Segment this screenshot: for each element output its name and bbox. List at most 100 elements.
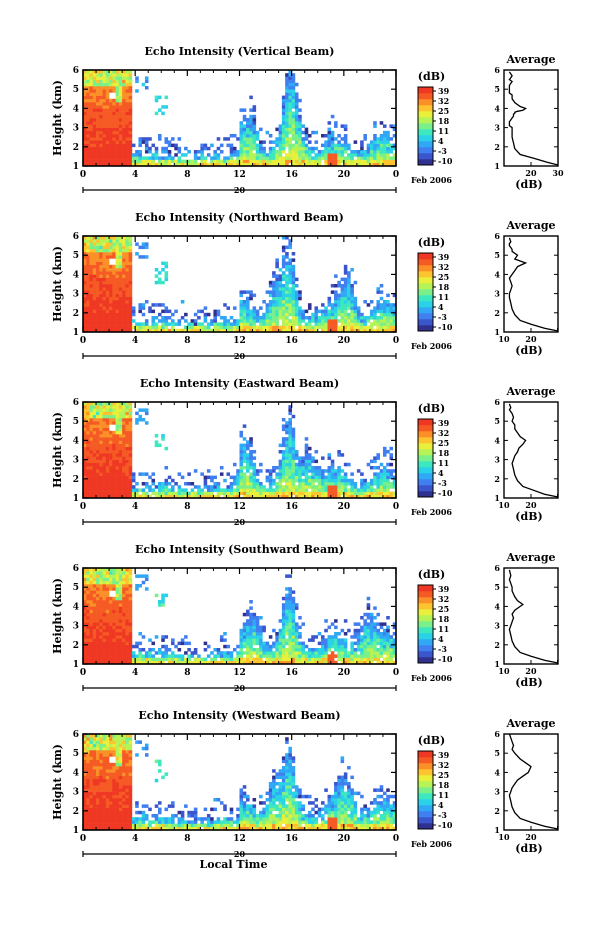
profile-x-axis-label: (dB) <box>515 510 542 523</box>
heatmap-cell <box>340 491 345 496</box>
heatmap-cell <box>246 648 250 652</box>
heatmap-cell <box>118 654 123 658</box>
heatmap-cell <box>102 312 107 317</box>
heatmap-cell <box>281 316 286 320</box>
heatmap-cell <box>298 494 302 499</box>
heatmap-cell <box>109 124 113 128</box>
heatmap-cell <box>92 418 97 422</box>
heatmap-cell <box>350 290 354 294</box>
heatmap-cell <box>278 140 283 144</box>
heatmap-cell <box>294 303 299 307</box>
heatmap-cell <box>379 485 384 489</box>
heatmap-cell <box>321 638 325 642</box>
heatmap-cell <box>112 459 116 464</box>
heatmap-cell <box>213 648 217 652</box>
heatmap-cell <box>157 491 162 496</box>
heatmap-cell <box>83 478 87 483</box>
heatmap-cell <box>102 258 107 262</box>
heatmap-cell <box>109 446 113 451</box>
heatmap-cell <box>288 434 292 438</box>
heatmap-cell <box>141 472 146 476</box>
heatmap-cell <box>246 296 250 301</box>
heatmap-cell <box>109 418 113 422</box>
heatmap-cell <box>115 424 120 428</box>
heatmap-cell <box>252 309 257 314</box>
heatmap-cell <box>128 472 133 476</box>
heatmap-cell <box>314 472 319 476</box>
heatmap-cell <box>232 134 237 138</box>
heatmap-cell <box>83 434 87 438</box>
heatmap-cell <box>285 159 289 164</box>
heatmap-cell <box>232 306 237 310</box>
heatmap-cell <box>275 494 279 499</box>
heatmap-cell <box>128 638 133 642</box>
heatmap-cell <box>96 462 100 467</box>
heatmap-cell <box>92 153 97 157</box>
heatmap-cell <box>86 632 90 636</box>
heatmap-cell <box>246 150 250 154</box>
heatmap-cell <box>83 121 87 125</box>
heatmap-cell <box>294 638 299 642</box>
y-axis-label: Height (km) <box>51 80 64 156</box>
heatmap-cell <box>105 264 110 269</box>
heatmap-cell <box>102 114 107 119</box>
heatmap-cell <box>249 153 253 157</box>
heatmap-cell <box>278 312 283 317</box>
heatmap-cell <box>232 462 237 467</box>
heatmap-cell <box>83 606 87 610</box>
heatmap-cell <box>262 156 266 160</box>
profile-x-axis-label: (dB) <box>515 178 542 191</box>
heatmap-cell <box>102 134 107 138</box>
heatmap-cell <box>239 430 244 435</box>
heatmap-cell <box>353 300 358 304</box>
heatmap-cell <box>275 654 279 658</box>
heatmap-cell <box>288 274 292 278</box>
heatmap-cell <box>285 156 289 160</box>
heatmap-cell <box>115 114 120 119</box>
heatmap-cell <box>167 140 172 144</box>
heatmap-cell <box>281 322 286 326</box>
heatmap-cell <box>379 478 384 483</box>
heatmap-cell <box>112 130 116 135</box>
heatmap-cell <box>86 494 90 499</box>
heatmap-cell <box>109 596 113 601</box>
heatmap-cell <box>92 98 97 103</box>
heatmap-cell <box>102 418 107 422</box>
heatmap-cell <box>102 271 107 275</box>
colorbar-swatch <box>418 253 433 260</box>
heatmap-cell <box>86 130 90 135</box>
heatmap-cell <box>125 114 129 119</box>
heatmap-cell <box>99 303 103 307</box>
heatmap-cell <box>122 453 126 457</box>
heatmap-cell <box>151 153 156 157</box>
heatmap-cell <box>291 606 296 610</box>
heatmap-cell <box>304 134 309 138</box>
heatmap-cell <box>321 156 325 160</box>
heatmap-cell <box>99 300 103 304</box>
heatmap-cell <box>102 86 107 90</box>
heatmap-cell <box>184 635 188 639</box>
heatmap-cell <box>360 660 364 665</box>
heatmap-cell <box>102 242 107 246</box>
heatmap-cell <box>83 485 87 489</box>
heatmap-cell <box>294 488 299 492</box>
heatmap-cell <box>288 641 292 646</box>
heatmap-cell <box>203 482 208 486</box>
heatmap-cell <box>389 156 394 160</box>
heatmap-cell <box>92 296 97 301</box>
heatmap-cell <box>317 150 322 154</box>
heatmap-cell <box>135 153 139 157</box>
heatmap-cell <box>125 628 129 633</box>
heatmap-cell <box>242 319 247 323</box>
heatmap-cell <box>161 303 165 307</box>
heatmap-cell <box>125 434 129 438</box>
heatmap-cell <box>210 491 214 496</box>
heatmap-cell <box>112 264 116 269</box>
heatmap-cell <box>392 325 397 330</box>
heatmap-cell <box>347 488 351 492</box>
heatmap-cell <box>115 577 120 582</box>
heatmap-cell <box>115 95 120 100</box>
heatmap-cell <box>275 127 279 132</box>
heatmap-cell <box>275 322 279 326</box>
heatmap-cell <box>246 488 250 492</box>
